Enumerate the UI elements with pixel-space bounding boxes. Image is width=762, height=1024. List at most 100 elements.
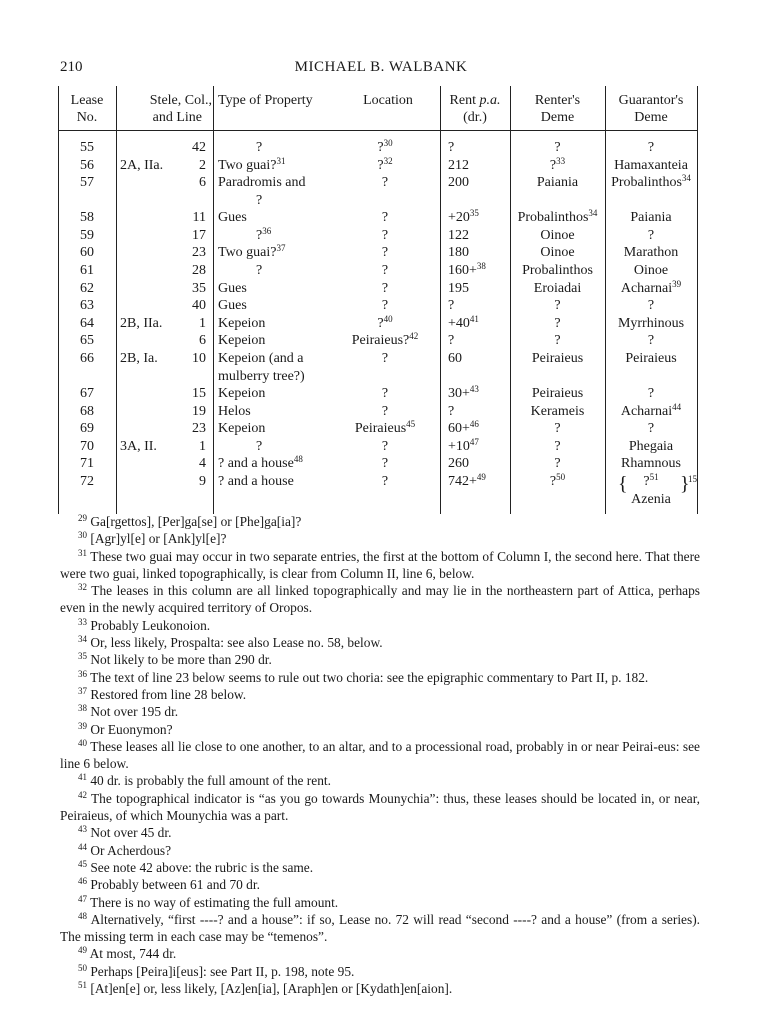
header-text: Renter's <box>534 93 581 108</box>
renter-deme: ? <box>510 332 605 350</box>
footnote: 48 Alternatively, “first ----? and a hou… <box>60 911 700 946</box>
property-type-text: ? <box>256 227 263 243</box>
footnote-text: Perhaps [Peira]i[eus]: see Part II, p. 1… <box>90 963 355 979</box>
property-type: Gues <box>218 297 247 315</box>
location-text: ? <box>377 157 384 173</box>
footnote: 40 These leases all lie close to one ano… <box>60 738 700 773</box>
property-type: Helos <box>218 403 251 421</box>
table-row: 66 2B, Ia. 10 Kepeion (and a mulberry tree?)… <box>58 350 698 384</box>
property-type: ? and a house48 <box>218 455 303 473</box>
footnote: 39 Or Euonymon? <box>60 721 700 738</box>
rent: 742+49 <box>448 473 486 491</box>
footnote-ref: 46 <box>469 419 479 430</box>
footnote-number: 51 <box>78 980 87 991</box>
location-text: ? <box>381 263 389 278</box>
table-row: 59 17 ?36? 122 Oinoe? <box>58 226 698 245</box>
location-text: ? <box>381 438 389 454</box>
stele-line: 11 <box>118 209 206 227</box>
location: ? <box>320 385 450 403</box>
footnote: 32 The leases in this column are all lin… <box>60 582 700 617</box>
rent-text: 212 <box>448 157 469 173</box>
guarantor-deme: ? <box>605 385 697 403</box>
renter-deme: ?33 <box>510 156 605 175</box>
lease-no: 64 <box>60 315 114 333</box>
table-rule <box>116 86 117 514</box>
lease-no-text: 56 <box>80 157 94 173</box>
renter-deme-text: Paiania <box>536 175 579 191</box>
location: ?32 <box>320 155 450 175</box>
footnote-ref: 34 <box>588 208 598 219</box>
header-text: Lease <box>70 93 104 108</box>
guarantor-deme-text: Acharnai <box>620 280 673 296</box>
lease-no-text: 61 <box>80 263 94 278</box>
stele-line: 6 <box>118 332 206 350</box>
lease-no: 62 <box>60 280 114 298</box>
table-row: 62 35 Gues? 195 Eroiadai Acharnai39 <box>58 279 698 298</box>
renter-deme-text: Probalinthos <box>517 210 589 226</box>
renter-deme-text: Kerameis <box>530 403 585 419</box>
lease-no-text: 63 <box>80 298 94 314</box>
location-text: Peiraieus <box>354 421 407 437</box>
rent-text: 200 <box>448 175 469 191</box>
renter-deme: Oinoe <box>510 244 605 262</box>
footnote-number: 33 <box>78 616 87 627</box>
rent: 212 <box>448 157 469 175</box>
stele-line-text: 35 <box>192 280 206 296</box>
rent-text: 180 <box>448 245 469 261</box>
footnote-ref: 40 <box>383 313 393 324</box>
footnote: 33 Probably Leukonoion. <box>60 617 700 634</box>
stele-line-text: 19 <box>192 403 206 419</box>
footnote-text: Ga[rgettos], [Per]ga[se] or [Phe]ga[ia]? <box>90 514 302 529</box>
stele-line-text: 42 <box>192 140 206 155</box>
stele-line-text: 6 <box>199 333 206 349</box>
guarantor-deme-text: Acharnai <box>620 403 673 419</box>
footnote-ref: 35 <box>469 208 479 219</box>
renter-deme: Peiraieus <box>510 385 605 403</box>
rent: +2035 <box>448 209 479 227</box>
property-type-cont: mulberry tree?) <box>218 368 305 384</box>
stele-line-text: 1 <box>199 315 206 331</box>
footnote-text: At most, 744 dr. <box>89 946 177 962</box>
rent-text: 260 <box>448 456 469 472</box>
footnote-text: These leases all lie close to one anothe… <box>60 738 701 772</box>
footnote-ref: 34 <box>681 173 691 184</box>
footnote-ref: 37 <box>276 243 286 254</box>
renter-deme: ? <box>510 139 605 157</box>
table-row: 67 15 Kepeion? 30+43 Peiraieus? <box>58 385 698 403</box>
stele-line: 40 <box>118 297 206 315</box>
footnote: 34 Or, less likely, Prospalta: see also … <box>60 634 700 651</box>
property-type: Two guai?37 <box>218 244 286 262</box>
guarantor-deme: Acharnai39 <box>605 279 697 298</box>
location: Peiraieus45 <box>320 420 450 438</box>
footnote-ref: 32 <box>383 155 393 166</box>
property-type-text: Gues <box>218 210 247 226</box>
stele-col: 3A, II. <box>120 438 157 456</box>
renter-deme: Paiania <box>510 174 605 192</box>
footnote-number: 45 <box>78 858 87 869</box>
stele-col: 2B, Ia. <box>120 350 158 368</box>
table-row: 68 19 Helos?? Kerameis Acharnai44 <box>58 402 698 421</box>
stele-line: 23 <box>118 244 206 262</box>
lease-no-text: 72 <box>80 474 94 489</box>
header-text: Guarantor's <box>618 93 684 108</box>
lease-table: Lease No. Stele, Col., and Line Type of … <box>58 86 698 514</box>
renter-deme: Probalinthos <box>510 262 605 280</box>
location: ? <box>320 262 450 280</box>
stele-line: 9 <box>118 473 206 491</box>
location: ?30 <box>320 139 450 157</box>
property-type-text: Kepeion <box>218 315 266 331</box>
property-type-text: Paradromis and <box>218 175 306 191</box>
table-row: 60 23 Two guai?37? 180 Oinoe Marathon <box>58 244 698 262</box>
footnote-number: 47 <box>78 893 87 904</box>
guarantor-deme-text: Probalinthos <box>611 175 682 191</box>
footnote-number: 41 <box>78 772 87 783</box>
location-text: ? <box>381 456 389 472</box>
rent: 180 <box>448 244 469 262</box>
rent: 60+46 <box>448 420 479 438</box>
location: ? <box>320 473 450 491</box>
stele-line: 35 <box>118 280 206 298</box>
property-type-text: Two guai? <box>218 157 277 173</box>
guarantor-deme-text: Rhamnous <box>621 456 681 472</box>
footnote: 51 [At]en[e] or, less likely, [Az]en[ia]… <box>60 980 700 997</box>
property-type-text: ? <box>256 438 263 454</box>
